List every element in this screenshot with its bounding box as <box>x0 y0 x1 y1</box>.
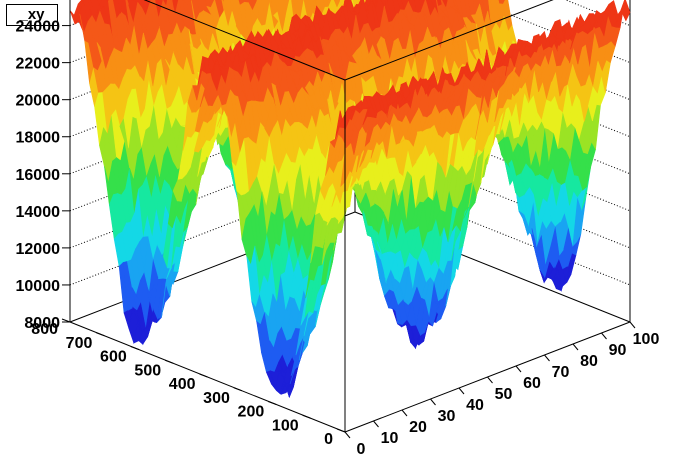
x-tick-labels: 0 10 20 30 40 50 60 70 80 90 100 <box>357 331 660 458</box>
grid-line-back-right <box>354 137 631 249</box>
frame-edge <box>143 0 346 81</box>
x-tick <box>601 332 607 340</box>
surface <box>69 0 631 399</box>
y-tick <box>61 318 71 323</box>
y-tick-label: 600 <box>100 349 127 366</box>
x-tick <box>373 420 379 428</box>
y-tick-label: 800 <box>31 321 58 338</box>
z-tick-label: 10000 <box>16 278 61 295</box>
surface-cell <box>481 0 485 8</box>
y-tick-labels: 0 100 200 300 400 500 600 700 800 <box>31 321 333 448</box>
x-tick <box>458 387 465 395</box>
z-tick-label: 18000 <box>16 130 61 147</box>
frame-edge <box>344 0 554 81</box>
surface-cell <box>274 0 280 12</box>
z-tick-label: 22000 <box>16 56 61 73</box>
axis-ticks <box>61 25 636 439</box>
y-tick <box>268 401 277 405</box>
x-tick-label: 10 <box>381 430 399 447</box>
y-tick-label: 200 <box>238 404 265 421</box>
y-tick <box>233 387 243 392</box>
x-tick <box>629 321 636 329</box>
z-tick-label: 8000 <box>24 315 60 332</box>
y-tick <box>336 428 346 433</box>
z-tick-label: 20000 <box>16 93 61 110</box>
x-tick <box>572 343 579 351</box>
z-tick-label: 12000 <box>16 241 61 258</box>
x-tick <box>344 431 351 439</box>
y-tick <box>96 332 105 337</box>
y-tick <box>164 359 174 364</box>
surface-cell <box>97 0 103 7</box>
x-tick-label: 80 <box>580 353 598 370</box>
x-tick-label: 0 <box>357 441 366 458</box>
x-tick-label: 100 <box>633 331 660 348</box>
surface-cell <box>620 0 631 22</box>
x-tick <box>401 409 408 417</box>
z-tick-labels: 8000 10000 12000 14000 16000 18000 20000 22000 2… <box>16 19 61 332</box>
y-tick-label: 500 <box>134 362 161 379</box>
z-tick-label: 16000 <box>16 167 61 184</box>
x-tick-label: 50 <box>495 386 513 403</box>
x-tick-label: 60 <box>523 375 541 392</box>
y-tick-label: 700 <box>66 335 93 352</box>
surface-cell <box>117 0 124 14</box>
x-tick <box>430 398 436 406</box>
x-tick <box>515 365 522 373</box>
grid-line-back-right <box>564 0 631 27</box>
y-tick-label: 0 <box>324 431 333 448</box>
x-tick-label: 90 <box>609 342 627 359</box>
grid-line-back-right <box>354 174 631 286</box>
y-tick-label: 100 <box>272 417 299 434</box>
x-tick-label: 30 <box>438 408 456 425</box>
x-tick-label: 40 <box>466 397 484 414</box>
x-tick <box>487 376 493 384</box>
x-tick-label: 70 <box>552 364 570 381</box>
y-tick-label: 400 <box>169 376 196 393</box>
x-tick <box>544 354 550 362</box>
z-tick-label: 14000 <box>16 204 61 221</box>
x-tick-label: 20 <box>409 419 427 436</box>
y-tick-label: 300 <box>203 390 230 407</box>
histogram-title: _xy <box>6 4 58 26</box>
z-tick-label: 24000 <box>16 19 61 36</box>
y-tick <box>199 373 208 378</box>
y-tick <box>302 414 311 419</box>
y-tick <box>130 346 139 350</box>
